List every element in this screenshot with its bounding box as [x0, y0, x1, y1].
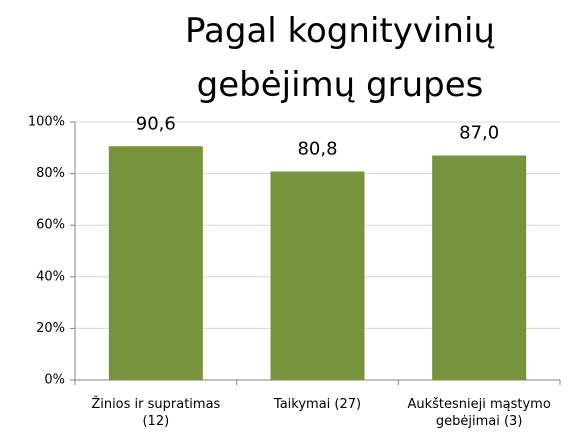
x-tick-label: Aukštesnieji mąstymo gebėjimai (3)	[407, 397, 551, 429]
x-tick-label: Žinios ir supratimas (12)	[91, 397, 221, 429]
y-tick-label: 80%	[36, 166, 65, 181]
y-tick-label: 100%	[28, 115, 65, 130]
bar	[432, 155, 527, 380]
y-tick-label: 60%	[36, 218, 65, 233]
y-tick-label: 40%	[36, 269, 65, 284]
value-label: 90,6	[136, 113, 176, 134]
bar	[108, 146, 203, 380]
y-tick-label: 0%	[44, 373, 65, 388]
value-label: 80,8	[297, 139, 337, 160]
bar	[270, 171, 365, 380]
value-label: 87,0	[459, 123, 499, 144]
x-tick-label: Taikymai (27)	[273, 397, 362, 412]
chart-title: Pagal kognityvinių gebėjimų grupes	[185, 11, 495, 105]
y-tick-label: 20%	[36, 321, 65, 336]
